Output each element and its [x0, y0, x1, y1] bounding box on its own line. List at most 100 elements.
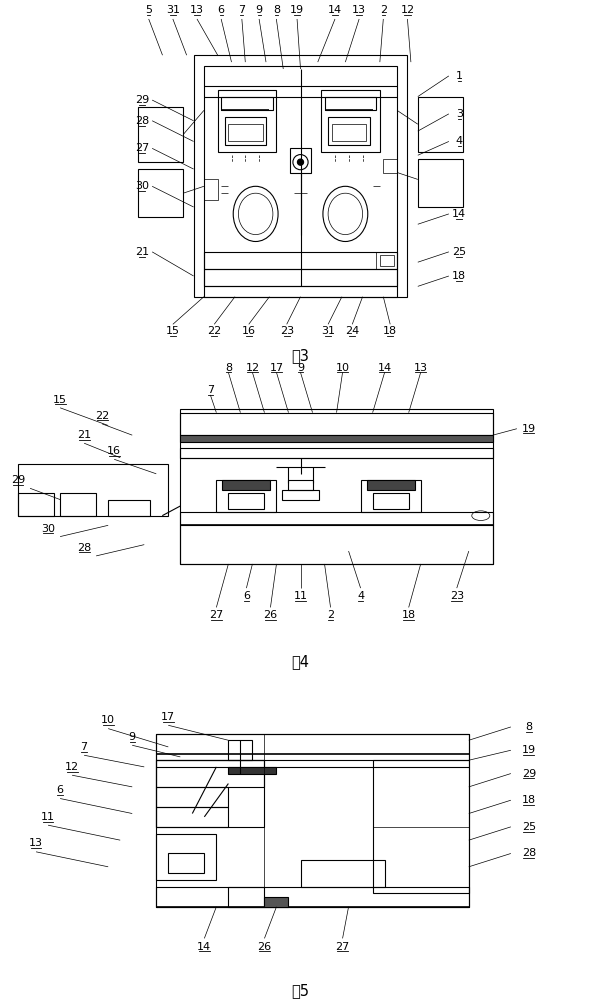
Bar [332, 124, 366, 141]
Bar [321, 90, 380, 152]
Text: 5: 5 [145, 5, 152, 15]
Text: 12: 12 [245, 363, 260, 373]
Text: 17: 17 [161, 712, 175, 722]
Text: 21: 21 [77, 430, 91, 440]
Text: 12: 12 [400, 5, 415, 15]
Text: 3: 3 [456, 109, 463, 119]
Text: 6: 6 [218, 5, 225, 15]
Bar [380, 255, 394, 266]
Bar [418, 97, 463, 152]
Text: 2: 2 [380, 5, 387, 15]
Text: 7: 7 [207, 385, 214, 395]
Text: 23: 23 [279, 326, 294, 336]
Text: 11: 11 [293, 591, 308, 601]
Bar [222, 480, 270, 490]
Bar [282, 490, 319, 500]
Text: 4: 4 [456, 136, 463, 146]
Bar [180, 448, 493, 458]
Bar [156, 807, 228, 827]
Bar [204, 66, 397, 286]
Text: 28: 28 [522, 848, 536, 858]
Bar [361, 480, 421, 512]
Text: 27: 27 [209, 610, 224, 620]
Text: 29: 29 [522, 769, 536, 779]
Text: 18: 18 [383, 326, 397, 336]
Bar [204, 179, 218, 200]
Bar [383, 159, 397, 172]
Text: 22: 22 [207, 326, 221, 336]
Text: 9: 9 [129, 732, 136, 742]
Text: 31: 31 [166, 5, 180, 15]
Bar [216, 480, 276, 512]
Bar [204, 252, 397, 269]
Text: 27: 27 [135, 143, 149, 153]
Bar [290, 148, 311, 172]
Text: 30: 30 [135, 181, 149, 191]
Bar [60, 493, 96, 516]
Text: 30: 30 [41, 524, 55, 534]
Bar [156, 734, 469, 760]
Text: 27: 27 [335, 942, 350, 952]
Text: 11: 11 [41, 812, 55, 822]
Text: 8: 8 [225, 363, 232, 373]
Bar [264, 897, 288, 907]
Bar [194, 55, 407, 297]
Bar [376, 252, 397, 269]
Text: 22: 22 [95, 411, 109, 421]
Text: 28: 28 [77, 543, 91, 553]
Text: 10: 10 [101, 715, 115, 725]
Text: 28: 28 [135, 116, 149, 126]
Bar [168, 853, 204, 873]
Bar [180, 512, 493, 525]
Bar [228, 767, 276, 774]
Text: 9: 9 [255, 5, 263, 15]
Bar [180, 409, 493, 564]
Bar [221, 97, 273, 110]
Text: 15: 15 [53, 395, 67, 405]
Bar [328, 117, 370, 145]
Bar [108, 500, 150, 516]
Text: 10: 10 [335, 363, 350, 373]
Bar [180, 435, 493, 442]
Bar [367, 480, 415, 490]
Text: 1: 1 [456, 71, 463, 81]
Bar [418, 159, 463, 207]
Text: 12: 12 [65, 762, 79, 772]
Text: 21: 21 [135, 247, 149, 257]
Bar [300, 860, 385, 887]
Text: 14: 14 [328, 5, 342, 15]
Text: 15: 15 [166, 326, 180, 336]
Text: 18: 18 [522, 795, 536, 805]
Text: 31: 31 [321, 326, 335, 336]
Text: 29: 29 [11, 475, 25, 485]
Text: 19: 19 [290, 5, 304, 15]
Circle shape [297, 159, 304, 165]
Text: 6: 6 [243, 591, 250, 601]
Text: 图5: 图5 [291, 983, 310, 998]
Text: 4: 4 [357, 591, 364, 601]
Text: 14: 14 [452, 209, 466, 219]
Text: 图4: 图4 [291, 654, 310, 669]
Text: 图3: 图3 [291, 348, 310, 363]
Text: 18: 18 [452, 271, 466, 281]
Text: 6: 6 [56, 785, 64, 795]
Text: 14: 14 [197, 942, 212, 952]
Bar [18, 464, 168, 516]
Text: 25: 25 [522, 822, 536, 832]
Bar [156, 734, 469, 907]
Text: 7: 7 [238, 5, 245, 15]
Bar [225, 117, 266, 145]
Text: 25: 25 [452, 247, 466, 257]
Text: 9: 9 [297, 363, 304, 373]
Bar [373, 760, 469, 893]
Text: 19: 19 [522, 745, 536, 755]
Text: 13: 13 [29, 838, 43, 848]
Bar [228, 124, 263, 141]
Bar [288, 480, 313, 490]
Text: 29: 29 [135, 95, 149, 105]
Bar [228, 740, 252, 760]
Text: 26: 26 [257, 942, 272, 952]
Text: 18: 18 [401, 610, 416, 620]
Text: 23: 23 [450, 591, 464, 601]
Text: 8: 8 [525, 722, 532, 732]
